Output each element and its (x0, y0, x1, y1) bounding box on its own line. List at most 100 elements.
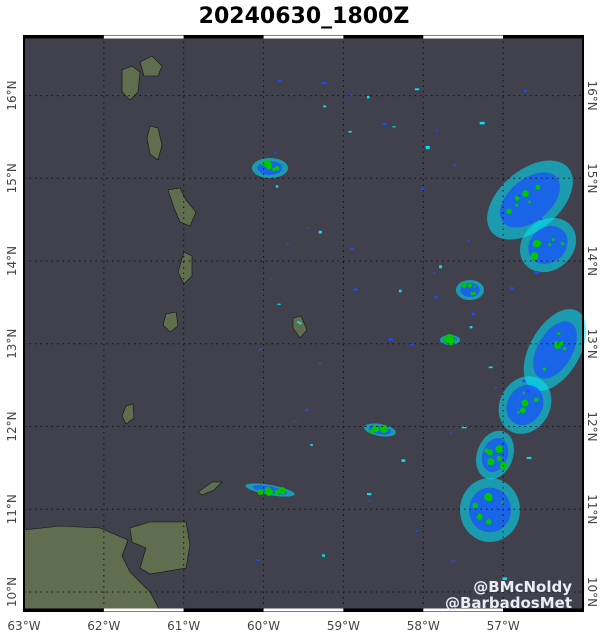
radar-speck (275, 185, 279, 188)
radar-echo-heavy (530, 252, 539, 260)
radar-speck (323, 105, 327, 108)
radar-speck (469, 326, 473, 329)
radar-speck (298, 322, 302, 325)
radar-echo-heavy (461, 282, 467, 288)
radar-speck (349, 93, 352, 97)
tobago (197, 481, 223, 496)
radar-speck (510, 287, 514, 290)
radar-echo-heavy (517, 410, 520, 414)
radar-echo-heavy (274, 489, 280, 495)
radar-speck (321, 81, 327, 85)
lat-tick-label-right: 15°N (585, 163, 599, 193)
barbados (292, 315, 308, 339)
radar-speck (494, 387, 498, 389)
radar-speck (416, 530, 419, 532)
radar-speck (434, 295, 438, 299)
radar-speck (522, 379, 526, 383)
radar-speck (286, 242, 289, 245)
lat-tick-label-right: 12°N (585, 411, 599, 441)
radar-speck (305, 408, 308, 412)
radar-speck (439, 265, 443, 269)
radar-echo-heavy (500, 501, 503, 504)
radar-echo-heavy (369, 429, 375, 434)
radar-echo-heavy (472, 502, 478, 509)
radar-echo-heavy (473, 291, 477, 295)
radar-echo-heavy (535, 184, 541, 190)
radar-echo-heavy (470, 292, 474, 296)
radar-echo-heavy (485, 494, 493, 502)
radar-echo-heavy (557, 331, 561, 336)
radar-echo-heavy (257, 489, 264, 495)
credits: @BMcNoldy @BarbadosMet (445, 578, 572, 612)
radar-speck (449, 432, 452, 434)
martinique (167, 187, 197, 227)
radar-echo-heavy (380, 425, 388, 433)
radar-echo-heavy (467, 283, 472, 288)
radar-speck (473, 514, 478, 516)
guadeloupe (121, 55, 163, 101)
radar-speck (310, 444, 313, 446)
radar-echoes (245, 80, 587, 580)
radar-echo-heavy (443, 336, 448, 342)
lat-tick-label-left: 12°N (5, 411, 19, 441)
radar-echo-heavy (495, 445, 504, 454)
radar-speck (435, 129, 439, 132)
radar-echo-heavy (542, 367, 547, 371)
radar-echo-heavy (534, 397, 539, 403)
radar-speck (277, 303, 281, 305)
lat-tick-label-right: 16°N (585, 80, 599, 110)
radar-speck (409, 344, 415, 346)
graticule (24, 36, 583, 611)
radar-echo-heavy (487, 458, 495, 466)
radar-echo-heavy (519, 407, 526, 414)
radar-echo-heavy (264, 486, 272, 494)
lat-tick-label-right: 13°N (585, 329, 599, 359)
radar-speck (318, 230, 322, 234)
radar-echo-heavy (485, 519, 492, 525)
radar-speck (293, 420, 298, 422)
credit-barbadosmet: @BarbadosMet (445, 594, 572, 612)
lat-tick-label-left: 15°N (5, 163, 19, 193)
lat-tick-label-right: 14°N (585, 246, 599, 276)
credit-bmcnoldy: @BMcNoldy (473, 578, 572, 596)
radar-speck (534, 271, 540, 274)
radar-echo-heavy (272, 167, 276, 172)
radar-speck (382, 123, 388, 125)
radar-speck (471, 312, 475, 316)
radar-speck (256, 559, 261, 561)
radar-speck (392, 126, 396, 128)
radar-speck (277, 80, 282, 82)
radar-echo (469, 487, 511, 533)
radar-speck (502, 577, 508, 580)
radar-speck (318, 362, 322, 365)
radar-echo-heavy (275, 166, 280, 171)
lon-tick-label: 62°W (87, 619, 120, 633)
radar-echo-heavy (496, 455, 503, 462)
radar-speck (367, 493, 372, 496)
radar-speck (488, 366, 493, 369)
lon-tick-label: 63°W (7, 619, 40, 633)
radar-speck (420, 187, 425, 191)
radar-speck (433, 272, 436, 274)
radar-speck (526, 389, 531, 393)
lat-tick-label-left: 16°N (5, 80, 19, 110)
land-masses (23, 55, 308, 612)
radar-speck (526, 456, 532, 459)
radar-speck (524, 89, 528, 92)
radar-speck (401, 459, 406, 462)
radar-speck (353, 288, 358, 291)
lat-tick-label-left: 13°N (5, 329, 19, 359)
radar-echo-heavy (266, 164, 272, 170)
radar-echo-heavy (562, 346, 567, 351)
radar-echo-heavy (536, 240, 542, 246)
radar-speck (398, 289, 402, 293)
radar-speck (425, 145, 430, 149)
radar-speck (258, 348, 262, 351)
st-vincent (162, 311, 179, 333)
radar-speck (350, 247, 354, 250)
trinidad (129, 521, 191, 575)
radar-speck (304, 227, 310, 229)
radar-echo-heavy (551, 238, 555, 242)
lon-tick-label: 57°W (487, 619, 520, 633)
